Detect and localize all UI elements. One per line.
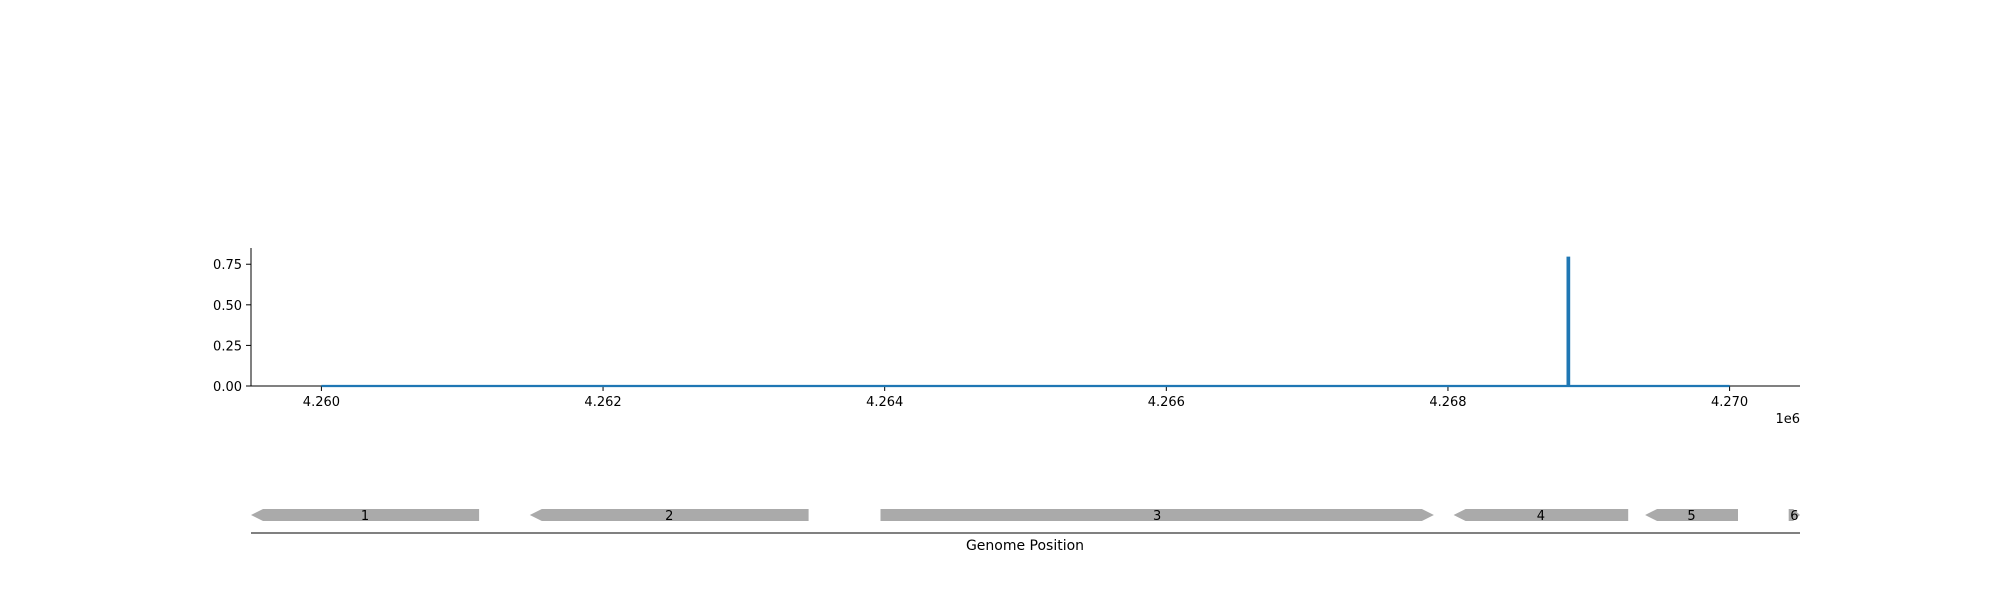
- gene-label: 6: [1790, 509, 1798, 524]
- x-tick-label: 4.266: [1148, 395, 1185, 410]
- series-line: [321, 256, 1730, 388]
- series-layer: [321, 256, 1730, 388]
- y-tick-label: 0.75: [213, 258, 242, 273]
- y-tick-label: 0.00: [213, 380, 242, 395]
- gene-arrow: [1453, 509, 1629, 521]
- gene-arrow: [1645, 509, 1738, 521]
- gene-label: 5: [1687, 509, 1695, 524]
- x-tick-label: 4.264: [866, 395, 903, 410]
- gene-label: 1: [361, 509, 369, 524]
- x-tick-label: 4.262: [584, 395, 621, 410]
- y-ticks: 0.00 0.25 0.50 0.75: [213, 258, 251, 395]
- gene-arrow: [529, 509, 809, 521]
- gene-track: 1 2 3 4 5 6 Genome Position: [251, 509, 1800, 554]
- gene-arrow: [880, 509, 1434, 521]
- signal-plot: 0.000.250.500.75 4.260 4.262 4.264 4.266 4.2…: [213, 248, 1800, 427]
- x-offset-label: 1e6: [1775, 412, 1800, 427]
- gene-label: 3: [1153, 509, 1161, 524]
- x-tick-label: 4.260: [303, 395, 340, 410]
- gene-label: 4: [1537, 509, 1545, 524]
- x-tick-label: 4.268: [1429, 395, 1466, 410]
- gene-arrow: [1788, 509, 1800, 521]
- gene-label: 2: [665, 509, 673, 524]
- gene-track-xlabel: Genome Position: [966, 538, 1084, 554]
- gene-arrow: [251, 509, 480, 521]
- x-ticks: 4.260 4.262 4.264 4.266 4.268 4.270: [303, 386, 1748, 410]
- gene-layer: 1 2 3 4 5 6: [251, 509, 1800, 524]
- y-tick-label: 0.25: [213, 339, 242, 354]
- y-tick-label: 0.50: [213, 299, 242, 314]
- x-tick-label: 4.270: [1711, 395, 1748, 410]
